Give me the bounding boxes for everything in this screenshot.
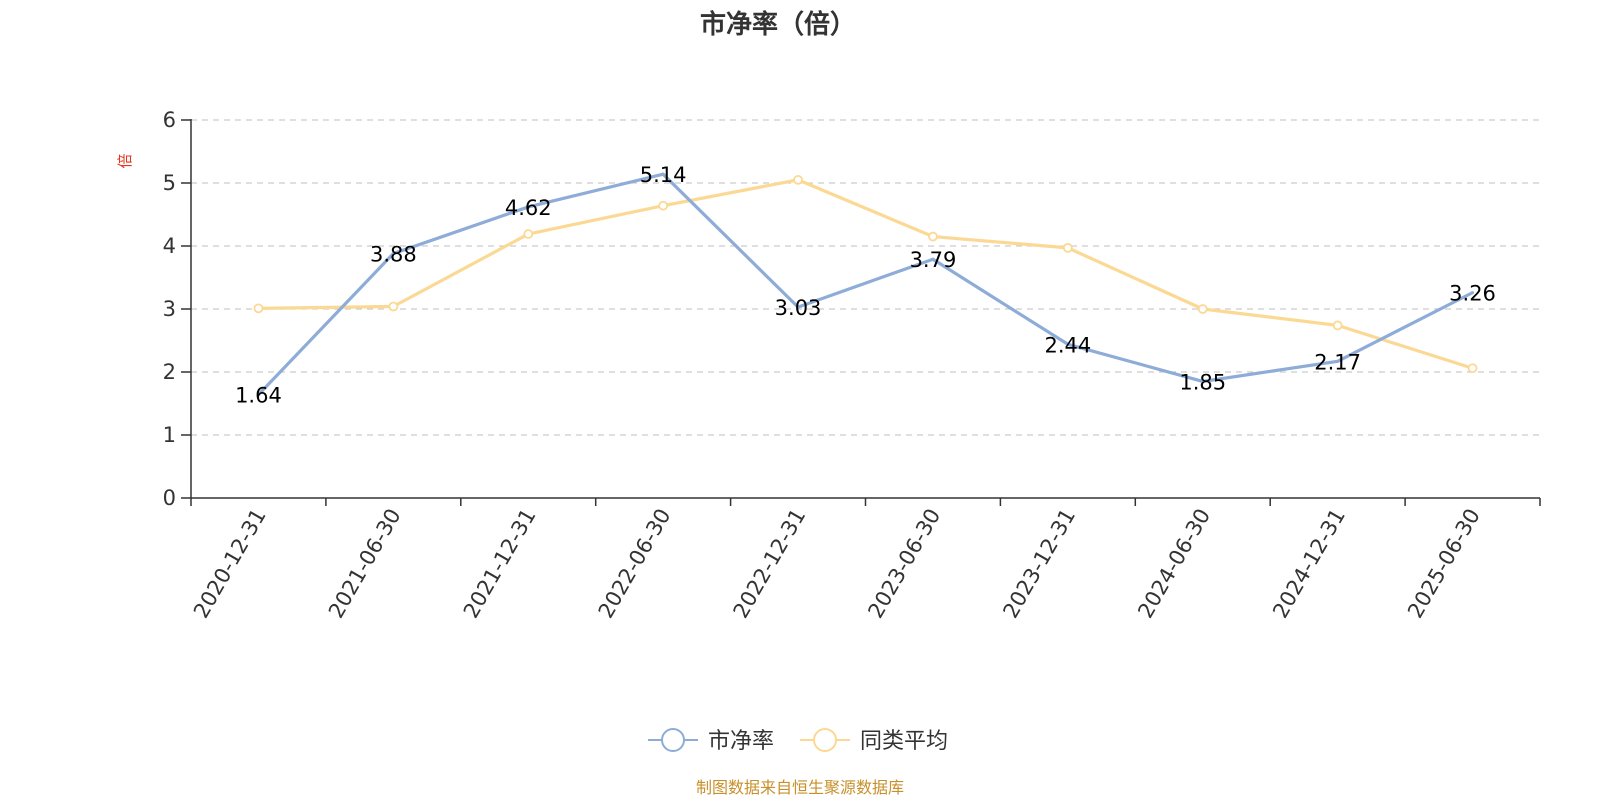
x-tick-label: 2023-06-30 bbox=[863, 504, 945, 622]
data-label: 1.85 bbox=[1179, 370, 1226, 394]
peer-avg-point bbox=[658, 200, 669, 211]
data-label: 5.14 bbox=[640, 163, 687, 187]
peer-avg-point bbox=[388, 301, 399, 312]
peer-avg-point bbox=[523, 229, 534, 239]
data-source-note: 制图数据来自恒生聚源数据库 bbox=[696, 778, 904, 797]
y-tick-label: 0 bbox=[163, 486, 176, 510]
x-tick-label: 2024-06-30 bbox=[1133, 505, 1215, 623]
peer-avg-point bbox=[1197, 304, 1208, 314]
x-tick-label: 2021-06-30 bbox=[324, 504, 406, 622]
data-label: 4.62 bbox=[505, 196, 552, 220]
data-label: 3.79 bbox=[910, 248, 957, 272]
x-tick-label: 2022-12-31 bbox=[729, 505, 811, 623]
pb-point bbox=[796, 305, 800, 309]
series-line-1 bbox=[258, 178, 1474, 370]
y-tick-label: 1 bbox=[163, 423, 176, 447]
x-tick-label: 2021-12-31 bbox=[459, 505, 541, 623]
legend-label-peer-avg: 同类平均 bbox=[860, 729, 948, 754]
peer-avg-point bbox=[1467, 363, 1478, 374]
peer-avg-point bbox=[793, 174, 803, 185]
pb-point bbox=[1201, 379, 1205, 383]
data-label: 2.44 bbox=[1044, 333, 1091, 357]
data-label: 1.64 bbox=[235, 384, 282, 408]
peer-avg-point bbox=[1332, 320, 1343, 331]
legend-item-pb[interactable]: 市净率 bbox=[648, 728, 774, 754]
series-line-0 bbox=[257, 172, 1474, 396]
x-tick-label: 2024-12-31 bbox=[1268, 505, 1350, 623]
pb-point bbox=[1066, 342, 1070, 346]
y-tick-label: 2 bbox=[163, 360, 176, 384]
data-label: 3.88 bbox=[370, 243, 417, 267]
data-labels: 1.64 3.88 4.62 5.14 3.03 3.79 2.44 1.85 2.17 3.26 bbox=[235, 163, 1496, 408]
legend-marker-pb bbox=[661, 728, 685, 752]
x-tick-label: 2020-12-31 bbox=[189, 505, 271, 623]
pb-point bbox=[661, 172, 665, 176]
peer-avg-point bbox=[928, 231, 938, 242]
peer-avg-point bbox=[1062, 242, 1073, 253]
data-label: 2.17 bbox=[1314, 350, 1361, 374]
x-tick-label: 2022-06-30 bbox=[594, 505, 676, 623]
data-label: 3.03 bbox=[775, 296, 822, 320]
data-label: 3.26 bbox=[1449, 282, 1496, 306]
y-tick-label: 5 bbox=[163, 171, 176, 195]
legend-label-pb: 市净率 bbox=[708, 729, 774, 754]
pb-point bbox=[256, 393, 260, 397]
legend: 市净率 同类平均 bbox=[648, 728, 948, 754]
pb-point bbox=[1471, 291, 1475, 295]
grid-lines bbox=[191, 119, 1540, 436]
peer-avg-point bbox=[253, 303, 264, 314]
pb-point bbox=[931, 257, 935, 261]
x-tick-label: 2023-12-31 bbox=[998, 505, 1080, 623]
y-tick-label: 4 bbox=[163, 234, 176, 258]
y-tick-label: 6 bbox=[163, 108, 176, 132]
legend-marker-peer-avg bbox=[813, 728, 837, 752]
legend-item-peer-avg[interactable]: 同类平均 bbox=[800, 728, 948, 754]
chart-title: 市净率（倍） bbox=[700, 9, 856, 40]
pb-point bbox=[391, 252, 395, 256]
pb-point bbox=[526, 205, 530, 209]
x-tick-label: 2025-06-30 bbox=[1403, 505, 1485, 623]
pb-point bbox=[1336, 359, 1340, 363]
y-axis-unit-label: 倍 bbox=[116, 153, 134, 168]
series-lines bbox=[253, 172, 1478, 397]
y-tick-label: 3 bbox=[163, 297, 176, 321]
